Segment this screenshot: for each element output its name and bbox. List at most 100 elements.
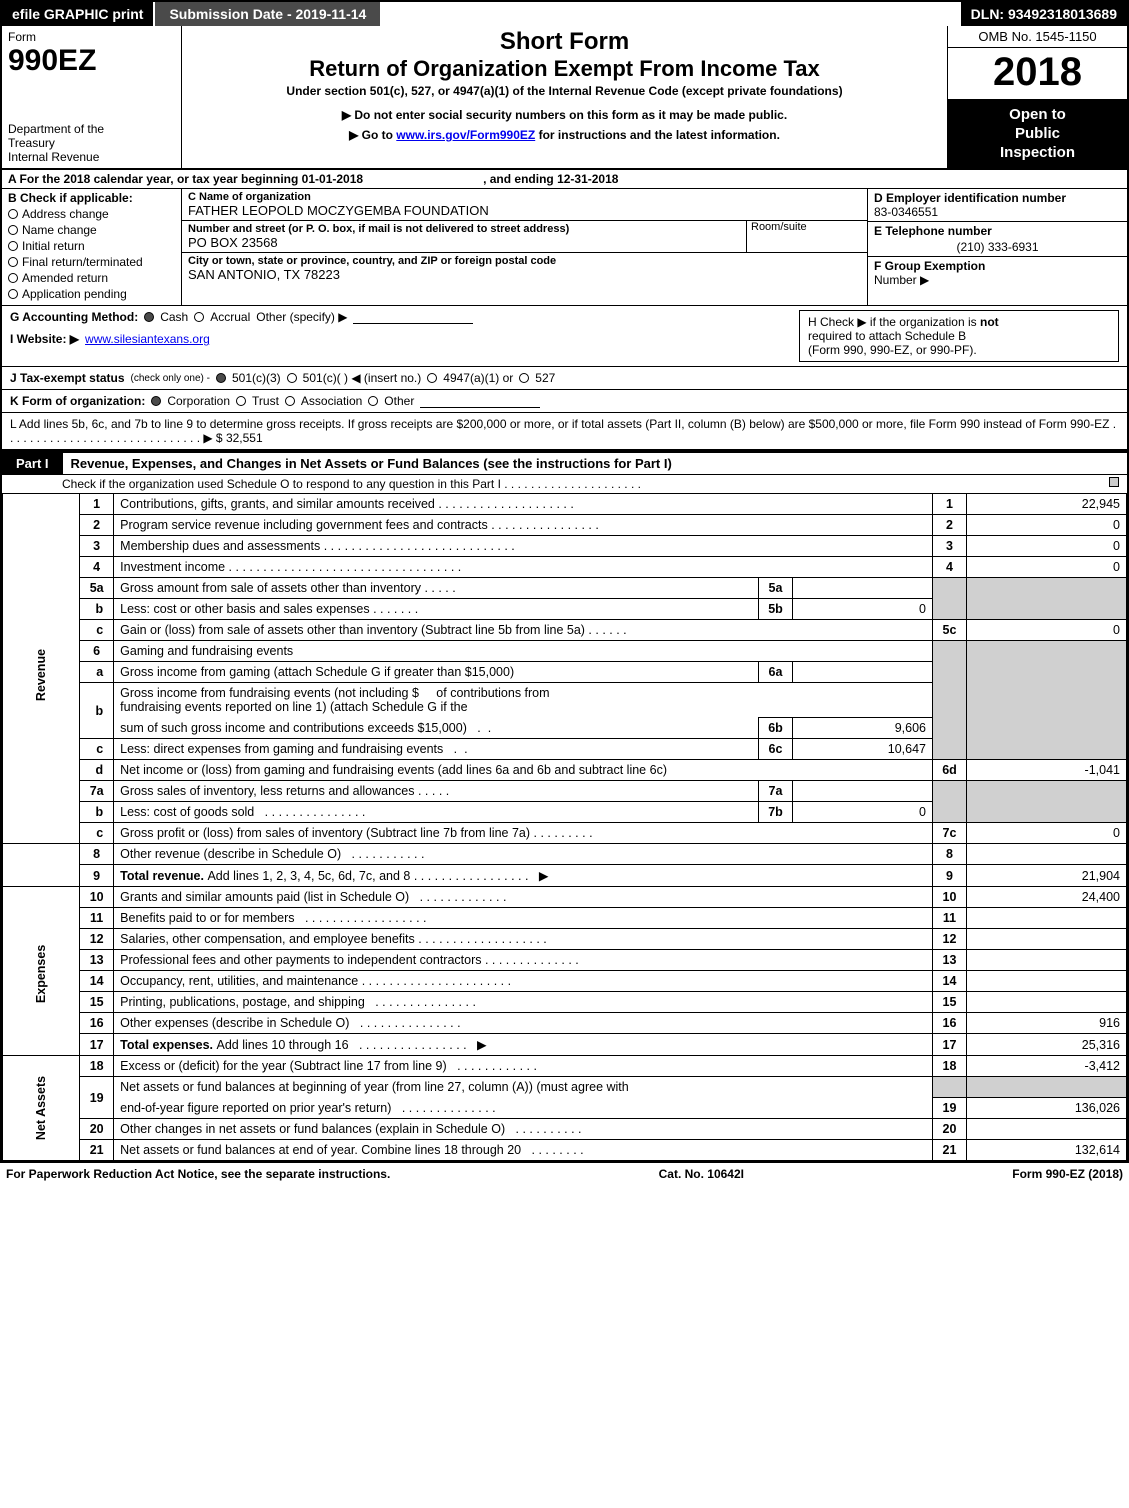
radio-association[interactable] [285,396,295,406]
line-7c: c Gross profit or (loss) from sales of i… [3,823,1127,844]
line-6b-amount: 9,606 [793,718,933,739]
cb-final-return[interactable]: Final return/terminated [8,255,175,269]
checkbox-icon [8,257,18,267]
line-1: Revenue 1 Contributions, gifts, grants, … [3,494,1127,515]
radio-501c3[interactable] [216,373,226,383]
radio-other-org[interactable] [368,396,378,406]
topbar-spacer [382,2,960,26]
cb-application-pending[interactable]: Application pending [8,287,175,301]
header-right: OMB No. 1545-1150 2018 Open to Public In… [947,26,1127,168]
line-16-amount: 916 [967,1013,1127,1034]
period-begin: 01-01-2018 [302,172,363,186]
footer-left: For Paperwork Reduction Act Notice, see … [6,1167,390,1181]
line-10-amount: 24,400 [967,887,1127,908]
line-12-amount [967,929,1127,950]
box-def: D Employer identification number 83-0346… [867,189,1127,305]
line-5c-amount: 0 [967,620,1127,641]
ein-cell: D Employer identification number 83-0346… [868,189,1127,222]
line-17-amount: 25,316 [967,1034,1127,1056]
website-link[interactable]: www.silesiantexans.org [85,332,210,346]
line-17: 17Total expenses. Add lines 10 through 1… [3,1034,1127,1056]
checkbox-icon [8,225,18,235]
line-18: Net Assets 18Excess or (deficit) for the… [3,1056,1127,1077]
cb-name-change[interactable]: Name change [8,223,175,237]
radio-cash[interactable] [144,312,154,322]
line-18-amount: -3,412 [967,1056,1127,1077]
line-11: 11Benefits paid to or for members . . . … [3,908,1127,929]
group-exemption-cell: F Group Exemption Number ▶ [868,257,1127,305]
row-g: G Accounting Method: Cash Accrual Other … [2,306,799,328]
top-bar: efile GRAPHIC print Submission Date - 20… [2,2,1127,26]
radio-527[interactable] [519,373,529,383]
line-5a: 5a Gross amount from sale of assets othe… [3,578,1127,599]
line-13: 13Professional fees and other payments t… [3,950,1127,971]
info-section: G Accounting Method: Cash Accrual Other … [2,306,1127,451]
net-assets-side-label: Net Assets [3,1056,80,1161]
efile-print-label[interactable]: efile GRAPHIC print [2,2,153,26]
org-city: SAN ANTONIO, TX 78223 [188,267,861,282]
row-l: L Add lines 5b, 6c, and 7b to line 9 to … [2,412,1127,449]
line-1-amount: 22,945 [967,494,1127,515]
org-address: PO BOX 23568 [188,235,740,250]
line-5a-amount [793,578,933,599]
line-9: 9 Total revenue. Add lines 1, 2, 3, 4, 5… [3,865,1127,887]
line-16: 16Other expenses (describe in Schedule O… [3,1013,1127,1034]
radio-corporation[interactable] [151,396,161,406]
checkbox-icon [8,289,18,299]
org-name-cell: C Name of organization FATHER LEOPOLD MO… [182,189,867,221]
expenses-side-label: Expenses [3,887,80,1056]
line-9-amount: 21,904 [967,865,1127,887]
part-1-title: Revenue, Expenses, and Changes in Net As… [63,453,680,474]
form-number: 990EZ [8,44,175,78]
row-j: J Tax-exempt status (check only one) - 5… [2,366,1127,389]
line-3: 3 Membership dues and assessments . . . … [3,536,1127,557]
irs-link[interactable]: www.irs.gov/Form990EZ [396,128,535,142]
row-i: I Website: ▶ www.silesiantexans.org [2,328,799,350]
line-21-amount: 132,614 [967,1139,1127,1160]
radio-501c[interactable] [287,373,297,383]
line-13-amount [967,950,1127,971]
schedule-o-checkbox[interactable] [1109,477,1119,487]
part-1-note: Check if the organization used Schedule … [2,475,1127,493]
identity-block: B Check if applicable: Address change Na… [2,189,1127,306]
line-15-amount [967,992,1127,1013]
line-15: 15Printing, publications, postage, and s… [3,992,1127,1013]
ssn-warning: ▶ Do not enter social security numbers o… [190,108,939,122]
dln-label: DLN: 93492318013689 [961,2,1127,26]
cb-amended-return[interactable]: Amended return [8,271,175,285]
tax-year: 2018 [948,48,1127,100]
ein-value: 83-0346551 [874,205,1121,219]
line-14: 14Occupancy, rent, utilities, and mainte… [3,971,1127,992]
line-6d: d Net income or (loss) from gaming and f… [3,760,1127,781]
line-2: 2 Program service revenue including gove… [3,515,1127,536]
radio-4947[interactable] [427,373,437,383]
line-5b-amount: 0 [793,599,933,620]
radio-trust[interactable] [236,396,246,406]
submission-date: Submission Date - 2019-11-14 [153,2,382,26]
org-name: FATHER LEOPOLD MOCZYGEMBA FOUNDATION [188,203,861,218]
line-8: 8 Other revenue (describe in Schedule O)… [3,844,1127,865]
line-12: 12Salaries, other compensation, and empl… [3,929,1127,950]
cb-initial-return[interactable]: Initial return [8,239,175,253]
room-suite-label: Room/suite [747,221,867,252]
box-c: C Name of organization FATHER LEOPOLD MO… [182,189,867,305]
department-label: Department of the Treasury Internal Reve… [8,122,175,164]
other-specify-blank[interactable] [353,310,473,324]
row-gh: G Accounting Method: Cash Accrual Other … [2,306,1127,366]
line-11-amount [967,908,1127,929]
other-org-blank[interactable] [420,394,540,408]
line-4: 4 Investment income . . . . . . . . . . … [3,557,1127,578]
org-address-cell: Number and street (or P. O. box, if mail… [182,221,867,253]
line-20-amount [967,1118,1127,1139]
line-7b-amount: 0 [793,802,933,823]
gross-receipts: 32,551 [226,431,263,445]
tax-period-row: A For the 2018 calendar year, or tax yea… [2,170,1127,189]
footer-right: Form 990-EZ (2018) [1012,1167,1123,1181]
line-6d-amount: -1,041 [967,760,1127,781]
line-6: 6 Gaming and fundraising events [3,641,1127,662]
box-b-label: B Check if applicable: [8,191,175,205]
revenue-side-label: Revenue [3,494,80,844]
radio-accrual[interactable] [194,312,204,322]
cb-address-change[interactable]: Address change [8,207,175,221]
line-10: Expenses 10 Grants and similar amounts p… [3,887,1127,908]
